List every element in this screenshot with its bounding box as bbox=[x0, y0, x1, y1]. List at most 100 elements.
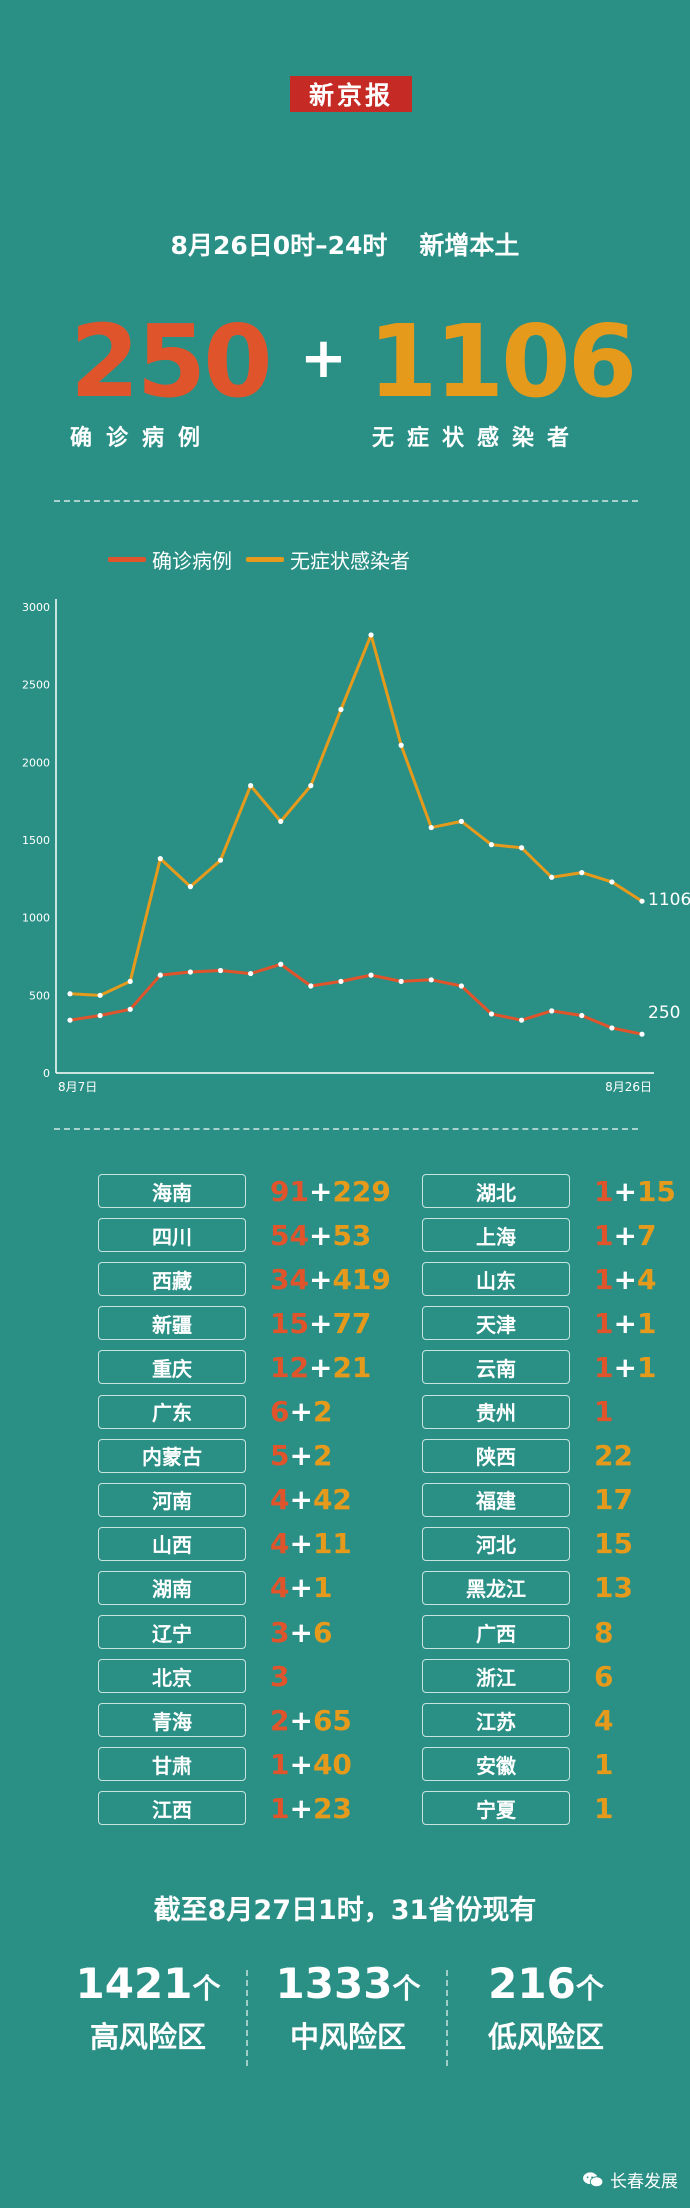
province-count: 4 bbox=[594, 1704, 613, 1737]
province-count: 15+77 bbox=[270, 1307, 371, 1340]
province-name: 宁夏 bbox=[422, 1791, 570, 1826]
province-name: 江苏 bbox=[422, 1703, 570, 1738]
province-confirmed: 1 bbox=[270, 1791, 290, 1825]
province-count: 6+2 bbox=[270, 1395, 332, 1428]
province-confirmed: 1 bbox=[270, 1747, 290, 1781]
y-tick-label: 2000 bbox=[22, 756, 50, 769]
province-name: 浙江 bbox=[422, 1659, 570, 1694]
province-count: 3 bbox=[270, 1660, 289, 1693]
province-plus: + bbox=[289, 1439, 313, 1473]
province-count: 1 bbox=[594, 1792, 613, 1825]
province-name: 上海 bbox=[422, 1218, 570, 1253]
province-row: 福建 17 bbox=[422, 1482, 633, 1517]
legend-swatch-asymptomatic bbox=[246, 557, 284, 562]
asymptomatic-total: 1106 bbox=[368, 303, 637, 420]
province-plus: + bbox=[308, 1262, 333, 1296]
province-name: 湖南 bbox=[98, 1570, 246, 1605]
province-asymptomatic: 40 bbox=[312, 1747, 352, 1781]
province-row: 天津 1+1 bbox=[422, 1306, 656, 1341]
watermark: 长春发展 bbox=[582, 2167, 678, 2192]
province-confirmed: 6 bbox=[270, 1395, 290, 1428]
province-confirmed: 1 bbox=[594, 1306, 614, 1340]
province-count: 1+1 bbox=[594, 1351, 656, 1384]
province-plus: + bbox=[613, 1218, 637, 1252]
caption: 新增本土 bbox=[419, 231, 520, 260]
province-asymptomatic: 229 bbox=[332, 1174, 391, 1208]
province-count: 1+23 bbox=[270, 1792, 352, 1825]
province-confirmed: 1 bbox=[594, 1395, 614, 1428]
province-count: 12+21 bbox=[270, 1351, 371, 1384]
province-plus: + bbox=[289, 1527, 313, 1561]
data-point bbox=[579, 1012, 585, 1019]
province-row: 内蒙古 5+2 bbox=[98, 1438, 332, 1473]
data-point bbox=[217, 967, 224, 974]
province-name: 重庆 bbox=[98, 1350, 246, 1385]
province-plus: + bbox=[289, 1395, 313, 1428]
province-asymptomatic: 4 bbox=[594, 1703, 614, 1737]
data-point bbox=[67, 1017, 73, 1023]
province-asymptomatic: 21 bbox=[332, 1350, 372, 1384]
divider-top bbox=[54, 500, 638, 502]
risk-separator bbox=[246, 1970, 248, 2066]
confirmed-label: 确诊病例 bbox=[70, 426, 215, 451]
asymptomatic-label: 无症状感染者 bbox=[372, 426, 583, 451]
data-point bbox=[338, 978, 344, 984]
province-row: 山东 1+4 bbox=[422, 1262, 656, 1297]
data-point bbox=[549, 874, 555, 880]
data-point bbox=[488, 1011, 495, 1017]
province-row: 黑龙江 13 bbox=[422, 1570, 633, 1605]
province-asymptomatic: 17 bbox=[594, 1483, 633, 1517]
province-confirmed: 1 bbox=[594, 1174, 614, 1208]
province-name: 山东 bbox=[422, 1262, 570, 1297]
series-end-label: 250 bbox=[648, 1003, 680, 1023]
data-point bbox=[97, 1012, 103, 1019]
risk-low-label: 低风险区 bbox=[487, 2020, 604, 2054]
province-confirmed: 3 bbox=[270, 1615, 290, 1649]
y-tick-label: 3000 bbox=[22, 601, 50, 614]
province-confirmed: 5 bbox=[270, 1439, 290, 1473]
province-row: 湖南 4+1 bbox=[98, 1570, 332, 1605]
province-confirmed: 4 bbox=[270, 1483, 290, 1517]
province-row: 陕西 22 bbox=[422, 1438, 633, 1473]
province-asymptomatic: 8 bbox=[594, 1615, 614, 1649]
province-row: 上海 1+7 bbox=[422, 1218, 656, 1253]
province-plus: + bbox=[613, 1350, 637, 1384]
data-point bbox=[157, 972, 163, 978]
province-row: 重庆 12+21 bbox=[98, 1350, 371, 1385]
province-asymptomatic: 15 bbox=[636, 1174, 676, 1208]
province-plus: + bbox=[308, 1174, 333, 1208]
province-row: 山西 4+11 bbox=[98, 1526, 352, 1561]
data-point bbox=[308, 783, 314, 789]
province-asymptomatic: 53 bbox=[332, 1218, 372, 1252]
province-count: 54+53 bbox=[270, 1219, 371, 1252]
data-point bbox=[127, 1006, 133, 1012]
data-point bbox=[609, 1025, 615, 1031]
province-row: 河北 15 bbox=[422, 1526, 633, 1561]
confirmed-total: 250 bbox=[70, 303, 273, 420]
province-confirmed: 3 bbox=[270, 1659, 290, 1693]
province-asymptomatic: 1 bbox=[594, 1791, 614, 1825]
province-asymptomatic: 7 bbox=[636, 1218, 657, 1252]
province-count: 1+4 bbox=[594, 1263, 656, 1296]
data-point bbox=[127, 978, 133, 984]
province-row: 浙江 6 bbox=[422, 1659, 613, 1694]
province-row: 广西 8 bbox=[422, 1615, 613, 1649]
province-count: 2+65 bbox=[270, 1704, 352, 1737]
province-name: 海南 bbox=[98, 1174, 246, 1208]
province-name: 新疆 bbox=[98, 1306, 246, 1341]
province-asymptomatic: 22 bbox=[594, 1439, 633, 1473]
data-point bbox=[157, 856, 163, 862]
province-asymptomatic: 419 bbox=[332, 1262, 391, 1296]
province-confirmed: 15 bbox=[270, 1306, 309, 1340]
data-point bbox=[368, 632, 374, 638]
province-plus: + bbox=[289, 1791, 313, 1825]
series-end-label: 1106 bbox=[648, 890, 690, 910]
province-count: 1+7 bbox=[594, 1219, 656, 1252]
y-tick-label: 0 bbox=[43, 1067, 50, 1080]
province-count: 22 bbox=[594, 1439, 633, 1472]
province-count: 1+15 bbox=[594, 1175, 676, 1208]
province-name: 河北 bbox=[422, 1526, 570, 1561]
y-tick-label: 2500 bbox=[22, 679, 50, 692]
province-name: 湖北 bbox=[422, 1174, 570, 1208]
series-line bbox=[69, 633, 643, 997]
